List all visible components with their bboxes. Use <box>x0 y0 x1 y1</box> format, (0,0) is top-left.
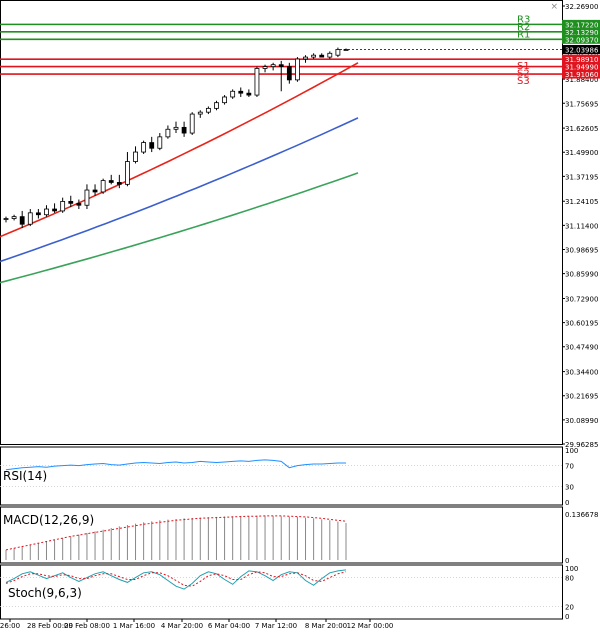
stoch-tick-label: 0 <box>565 613 569 621</box>
candle-body <box>255 68 259 95</box>
macd-panel: 0.136678 0 MACD(12,26,9) <box>1 507 599 565</box>
candle-body <box>101 181 105 192</box>
price-tick-label: 30.08990 <box>565 417 598 425</box>
rsi-title: RSI(14) <box>3 469 47 483</box>
price-tick-label: 30.34400 <box>565 369 598 377</box>
price-tick-label: 31.75695 <box>565 100 598 108</box>
price-tick-label: 32.26900 <box>565 3 598 11</box>
stoch-tick-label: 80 <box>565 575 574 583</box>
candle-body <box>271 65 275 67</box>
rsi-frame <box>1 447 563 505</box>
rsi-tick-label: 100 <box>565 447 578 455</box>
candle-body <box>198 112 202 114</box>
candle-body <box>312 55 316 57</box>
candle-body <box>320 55 324 57</box>
price-tick-label: 31.62605 <box>565 125 598 133</box>
price-tick-label: 31.37195 <box>565 173 598 181</box>
candle-body <box>150 143 154 149</box>
time-tick-label: 8 Mar 20:00 <box>305 622 347 630</box>
time-tick-label: 7 Mar 12:00 <box>255 622 297 630</box>
stoch-panel: 100 80 20 0 Stoch(9,6,3) <box>0 565 578 621</box>
macd-tick-label: 0 <box>565 557 569 565</box>
price-tick-label: 31.49900 <box>565 149 598 157</box>
candle-body <box>20 217 24 225</box>
stoch-frame <box>1 565 563 619</box>
candle-body <box>166 129 170 137</box>
rsi-tick-label: 30 <box>565 483 574 491</box>
price-tick-label: 30.85990 <box>565 271 598 279</box>
time-tick-label: 29 Feb 08:00 <box>64 622 110 630</box>
stoch-tick-label: 100 <box>565 565 578 573</box>
candle-body <box>214 103 218 109</box>
candle-body <box>69 201 73 203</box>
candle-body <box>12 217 16 219</box>
pivot-price-label: 32.09370 <box>565 36 598 44</box>
price-panel: ×32.2690032.1481532.0251031.8840031.7569… <box>0 1 600 450</box>
candle-body <box>190 114 194 133</box>
candle-body <box>239 91 243 93</box>
candle-body <box>287 67 291 80</box>
price-tick-label: 30.60195 <box>565 320 598 328</box>
pivot-price-label: 31.91060 <box>565 71 598 79</box>
candle-body <box>304 57 308 59</box>
pivot-label: S3 <box>517 76 530 87</box>
rsi-panel: 100 70 30 0 RSI(14) <box>0 447 578 507</box>
price-tick-label: 30.98695 <box>565 246 598 254</box>
current-price-label: 32.03986 <box>565 47 599 55</box>
price-tick-label: 31.11400 <box>565 222 598 230</box>
candle-body <box>231 91 235 97</box>
candle-body <box>336 49 340 55</box>
candle-body <box>182 127 186 133</box>
rsi-tick-label: 0 <box>565 499 569 507</box>
candle-body <box>158 137 162 148</box>
candle-body <box>142 143 146 152</box>
time-tick-label: 12 Mar 00:00 <box>347 622 394 630</box>
candle-body <box>28 213 32 224</box>
stoch-title: Stoch(9,6,3) <box>8 586 82 600</box>
time-tick-label: 26:00 <box>0 622 20 630</box>
candle-body <box>44 209 48 215</box>
candle-body <box>247 93 251 95</box>
price-tick-label: 30.21695 <box>565 393 598 401</box>
candle-body <box>174 127 178 129</box>
price-tick-label: 31.24105 <box>565 198 598 206</box>
rsi-tick-label: 70 <box>565 463 574 471</box>
candle-body <box>223 97 227 103</box>
candle-body <box>125 162 129 185</box>
candle-body <box>134 152 138 161</box>
price-tick-label: 30.72900 <box>565 295 598 303</box>
close-icon: × <box>550 2 558 12</box>
candle-body <box>279 65 283 67</box>
stoch-tick-label: 20 <box>565 603 574 611</box>
time-tick-label: 6 Mar 04:00 <box>208 622 250 630</box>
candle-body <box>85 190 89 205</box>
candle-body <box>4 219 8 220</box>
candle-body <box>263 67 267 69</box>
time-tick-label: 1 Mar 16:00 <box>113 622 155 630</box>
candle-body <box>295 59 299 80</box>
macd-title: MACD(12,26,9) <box>3 513 94 527</box>
candle-body <box>93 190 97 192</box>
candle-body <box>109 181 113 183</box>
candle-body <box>206 108 210 112</box>
trading-chart: ×32.2690032.1481532.0251031.8840031.7569… <box>0 0 600 633</box>
candle-body <box>36 213 40 215</box>
price-tick-label: 30.47490 <box>565 344 598 352</box>
candle-body <box>77 203 81 205</box>
macd-tick-label: 0.136678 <box>565 511 598 519</box>
candle-body <box>328 53 332 57</box>
candle-body <box>61 201 65 210</box>
candle-body <box>53 209 57 211</box>
pivot-label: R1 <box>517 29 530 40</box>
candle-body <box>117 182 121 184</box>
time-tick-label: 4 Mar 20:00 <box>161 622 203 630</box>
